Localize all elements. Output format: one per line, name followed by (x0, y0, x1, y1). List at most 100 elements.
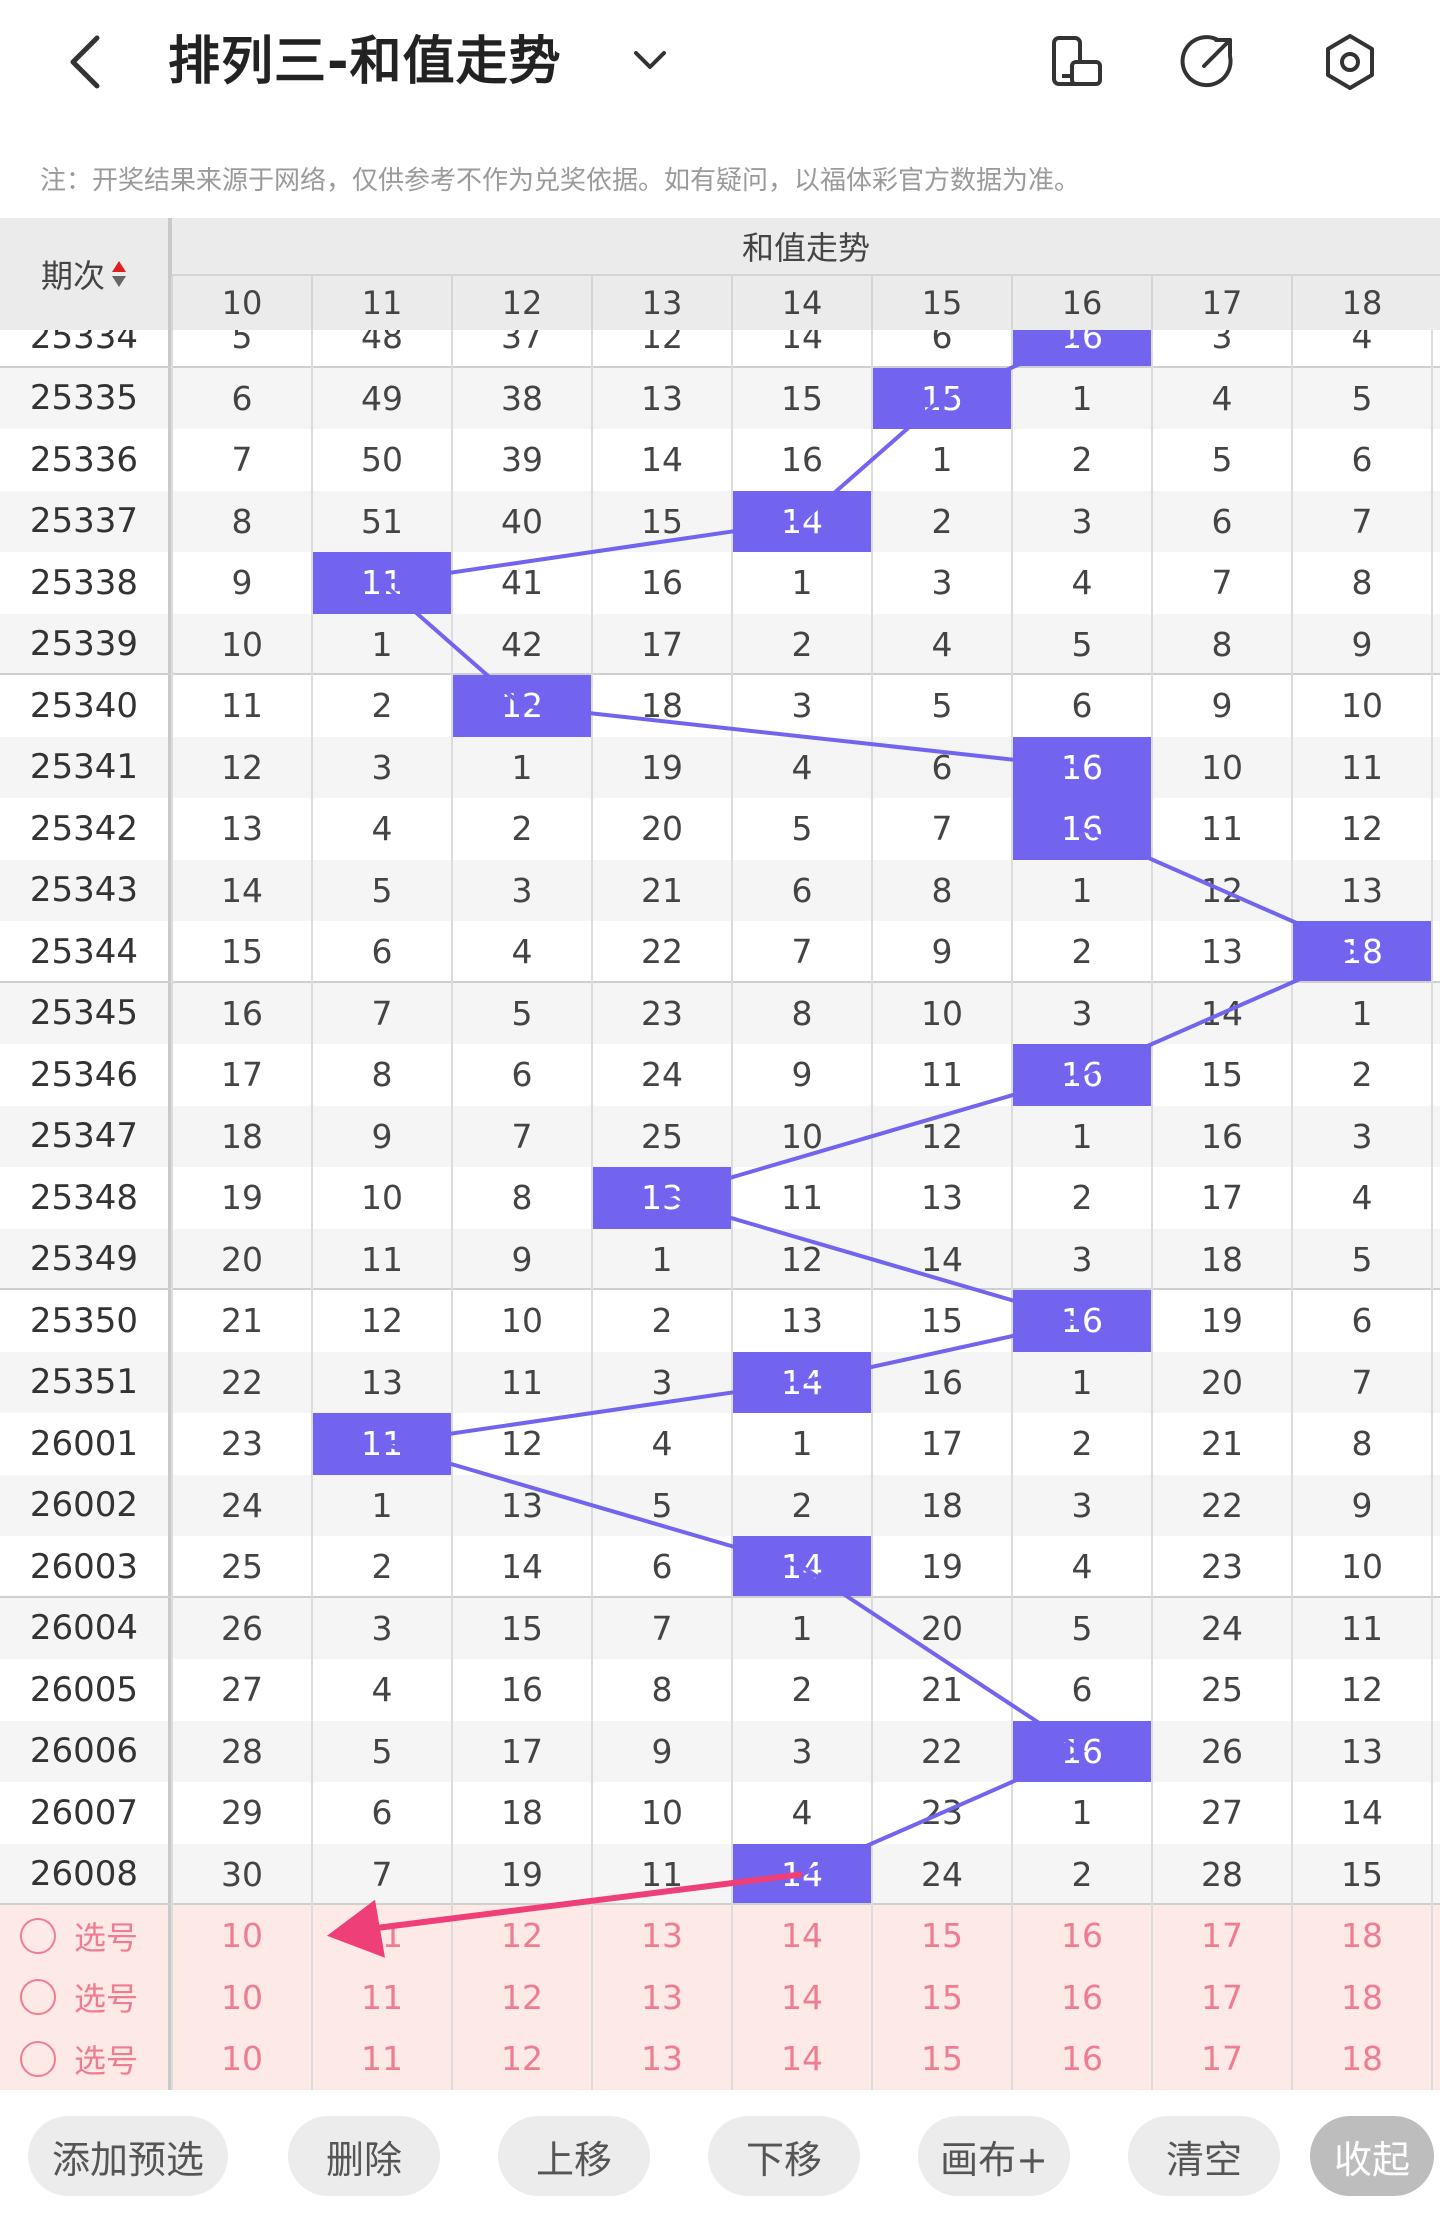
value-cell: 3 (1071, 501, 1093, 541)
value-cell: 1 (1071, 1793, 1093, 1833)
hit-cell: 16 (1012, 798, 1152, 860)
select-number-cell[interactable]: 15 (921, 2039, 963, 2079)
select-row-label[interactable]: 选号 (0, 1905, 172, 1967)
value-cell: 9 (231, 563, 253, 603)
value-cell: 21 (641, 870, 683, 910)
add-preselect-button[interactable]: 添加预选 (28, 2116, 228, 2196)
select-number-cell[interactable]: 11 (361, 1916, 403, 1956)
move-up-button[interactable]: 上移 (498, 2116, 650, 2196)
collapse-button[interactable]: 收起 (1310, 2116, 1434, 2196)
value-cell: 18 (501, 1793, 543, 1833)
back-button[interactable] (50, 22, 120, 102)
value-cell: 5 (1211, 440, 1233, 480)
value-cell: 10 (501, 1301, 543, 1341)
select-number-cell[interactable]: 12 (501, 2039, 543, 2079)
select-number-cell[interactable]: 13 (641, 1916, 683, 1956)
title-dropdown[interactable] (622, 30, 678, 90)
select-number-cell[interactable]: 16 (1061, 1916, 1103, 1956)
select-number-cell[interactable]: 16 (1061, 2039, 1103, 2079)
value-cell: 5 (371, 1731, 393, 1771)
value-cell: 40 (501, 501, 543, 541)
value-cell: 12 (361, 1301, 403, 1341)
value-cell: 19 (641, 747, 683, 787)
select-number-cell[interactable]: 10 (221, 1977, 263, 2017)
select-number-cell[interactable]: 17 (1201, 1977, 1243, 2017)
share-icon (1180, 35, 1233, 88)
value-cell: 1 (1351, 993, 1373, 1033)
select-number-cell[interactable]: 16 (1061, 1977, 1103, 2017)
select-number-cell[interactable]: 14 (781, 1916, 823, 1956)
select-number-cell[interactable]: 13 (641, 2039, 683, 2079)
column-divider (731, 276, 733, 330)
value-cell: 3 (791, 686, 813, 726)
value-cell: 1 (1071, 1362, 1093, 1402)
rotate-screen-button[interactable] (1036, 22, 1116, 102)
select-row-label[interactable]: 选号 (0, 2028, 172, 2090)
select-number-cell[interactable]: 15 (921, 1977, 963, 2017)
value-cell: 5 (511, 993, 533, 1033)
value-cell: 8 (651, 1670, 673, 1710)
canvas-plus-button[interactable]: 画布+ (918, 2116, 1070, 2196)
share-button[interactable] (1168, 22, 1248, 102)
delete-button[interactable]: 删除 (288, 2116, 440, 2196)
period-cell: 26006 (0, 1720, 172, 1782)
clear-button[interactable]: 清空 (1128, 2116, 1280, 2196)
select-number-cell[interactable]: 18 (1341, 1916, 1383, 1956)
grid-line (871, 330, 873, 2090)
hit-cell: 18 (1292, 921, 1432, 983)
select-number-cell[interactable]: 10 (221, 2039, 263, 2079)
table-row: 25336 7 50 39 14 16 1 2 5 6 (0, 429, 1440, 491)
select-number-cell[interactable]: 11 (361, 2039, 403, 2079)
value-cell: 22 (221, 1362, 263, 1402)
value-cell: 7 (651, 1608, 673, 1648)
value-cell: 23 (221, 1424, 263, 1464)
value-cell: 2 (371, 686, 393, 726)
value-cell: 12 (1201, 870, 1243, 910)
column-divider (1151, 276, 1153, 330)
value-cell: 11 (221, 686, 263, 726)
value-cell: 15 (921, 1301, 963, 1341)
value-cell: 27 (1201, 1793, 1243, 1833)
column-header: 17 (1201, 284, 1243, 322)
value-cell: 39 (501, 440, 543, 480)
value-cell: 24 (221, 1485, 263, 1525)
grid-line (591, 330, 593, 2090)
period-cell: 26004 (0, 1597, 172, 1659)
value-cell: 2 (651, 1301, 673, 1341)
radio-circle-icon[interactable] (20, 2040, 56, 2077)
select-label: 选号 (74, 2041, 139, 2080)
select-number-cell[interactable]: 15 (921, 1916, 963, 1956)
grid-line (311, 330, 313, 2090)
value-cell: 11 (1341, 747, 1383, 787)
radio-circle-icon[interactable] (20, 1979, 56, 2016)
select-number-cell[interactable]: 17 (1201, 1916, 1243, 1956)
select-number-cell[interactable]: 18 (1341, 1977, 1383, 2017)
select-number-cell[interactable]: 10 (221, 1916, 263, 1956)
value-cell: 21 (1201, 1424, 1243, 1464)
value-cell: 12 (1341, 809, 1383, 849)
select-row-label[interactable]: 选号 (0, 1966, 172, 2028)
table-row: 26003 25 2 14 6 14 19 4 23 10 (0, 1536, 1440, 1598)
value-cell: 23 (1201, 1547, 1243, 1587)
value-cell: 17 (641, 624, 683, 664)
select-number-cell[interactable]: 17 (1201, 2039, 1243, 2079)
select-row: 选号 10 11 12 13 14 15 16 17 18 (0, 2028, 1440, 2090)
period-cell: 26007 (0, 1782, 172, 1844)
radio-circle-icon[interactable] (20, 1917, 56, 1954)
select-number-cell[interactable]: 11 (361, 1977, 403, 2017)
value-cell: 14 (1201, 993, 1243, 1033)
select-number-cell[interactable]: 12 (501, 1977, 543, 2017)
value-cell: 11 (921, 1055, 963, 1095)
select-number-cell[interactable]: 18 (1341, 2039, 1383, 2079)
select-number-cell[interactable]: 14 (781, 1977, 823, 2017)
select-number-cell[interactable]: 13 (641, 1977, 683, 2017)
column-header: 18 (1341, 284, 1383, 322)
select-number-cell[interactable]: 14 (781, 2039, 823, 2079)
settings-button[interactable] (1310, 22, 1390, 102)
value-cell: 15 (1201, 1055, 1243, 1095)
value-cell: 50 (361, 440, 403, 480)
value-cell: 2 (1351, 1055, 1373, 1095)
select-number-cell[interactable]: 12 (501, 1916, 543, 1956)
move-down-button[interactable]: 下移 (708, 2116, 860, 2196)
period-header[interactable]: 期次 (0, 218, 172, 330)
